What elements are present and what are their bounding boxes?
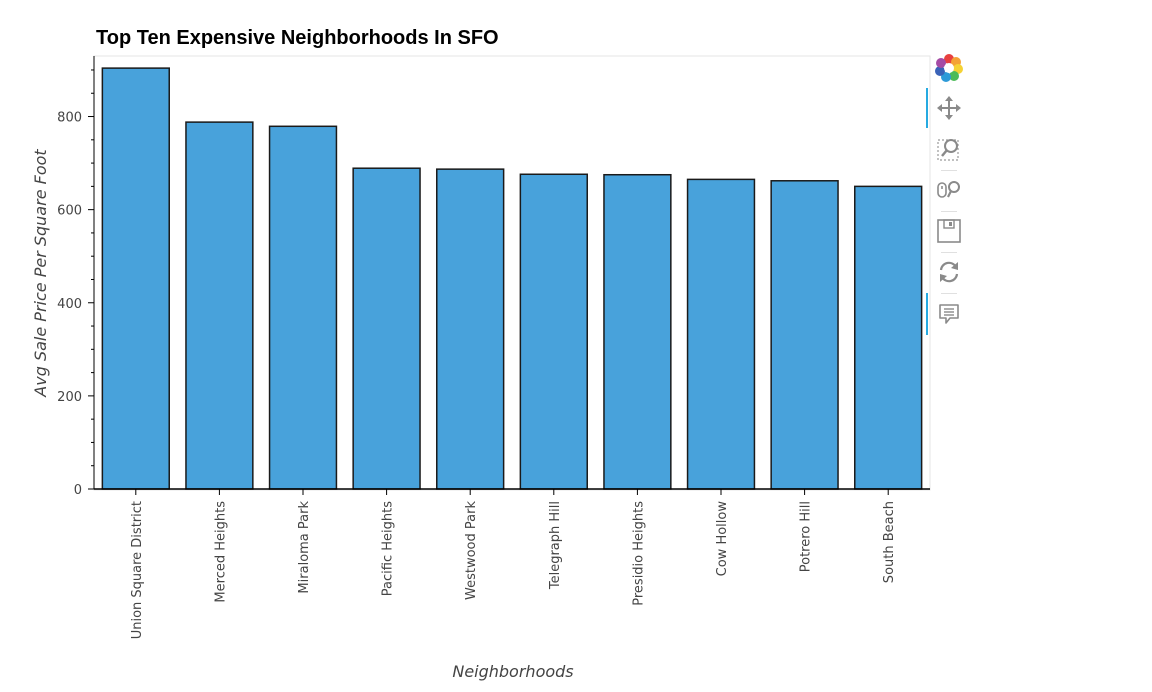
x-tick-label: Union Square District [130, 501, 145, 639]
pan-active-indicator [926, 88, 928, 128]
hover-active-indicator [926, 293, 928, 335]
chart-title: Top Ten Expensive Neighborhoods In SFO [96, 27, 499, 49]
x-tick-label: Westwood Park [464, 501, 479, 600]
bar[interactable] [436, 168, 505, 490]
wheel-zoom-tool-button[interactable] [934, 175, 964, 205]
toolbar-separator [941, 170, 957, 171]
bars-group [101, 67, 923, 490]
x-tick-label: Presidio Heights [631, 501, 646, 606]
x-tick-label: Telegraph Hill [548, 501, 563, 590]
x-tick-label: Potrero Hill [799, 501, 814, 572]
y-tick-label: 800 [57, 111, 82, 126]
bar[interactable] [268, 125, 338, 490]
x-tick-label: Cow Hollow [715, 501, 730, 577]
y-axis: 0 200 400 600 800 [57, 56, 95, 498]
reset-tool-button[interactable] [934, 257, 964, 287]
box-zoom-tool-button[interactable] [934, 134, 964, 164]
save-tool-icon [937, 219, 961, 243]
x-tick-label: Miraloma Park [297, 501, 312, 594]
bokeh-logo-icon [935, 54, 963, 82]
hover-tool-button[interactable] [934, 299, 964, 329]
hover-tool-icon [939, 304, 959, 324]
bar[interactable] [519, 173, 588, 490]
bar[interactable] [185, 121, 254, 490]
y-tick-label: 600 [57, 204, 82, 219]
bar[interactable] [770, 180, 839, 490]
wheel-zoom-tool-icon [937, 181, 960, 198]
bokeh-logo [934, 53, 964, 83]
x-tick-label: Merced Heights [213, 501, 228, 603]
pan-tool-icon [937, 96, 961, 120]
x-tick-label: Pacific Heights [381, 501, 396, 596]
y-axis-label: Avg Sale Price Per Square Foot [31, 149, 50, 398]
pan-tool-button[interactable] [934, 93, 964, 123]
chart-toolbar [926, 50, 970, 350]
x-tick-label: South Beach [882, 501, 897, 583]
y-tick-label: 400 [57, 297, 82, 312]
x-axis-label: Neighborhoods [452, 662, 573, 681]
y-tick-label: 0 [74, 483, 82, 498]
toolbar-separator [941, 211, 957, 212]
bar[interactable] [352, 167, 421, 490]
bar[interactable] [101, 67, 170, 490]
save-tool-button[interactable] [934, 216, 964, 246]
reset-tool-icon [939, 261, 959, 283]
y-tick-label: 200 [57, 390, 82, 405]
box-zoom-tool-icon [937, 139, 959, 161]
bar[interactable] [603, 173, 672, 490]
bar[interactable] [686, 178, 756, 490]
toolbar-separator [941, 293, 957, 294]
x-axis: Union Square District Merced Heights Miral… [94, 488, 930, 639]
bar[interactable] [854, 185, 923, 490]
toolbar-separator [941, 252, 957, 253]
